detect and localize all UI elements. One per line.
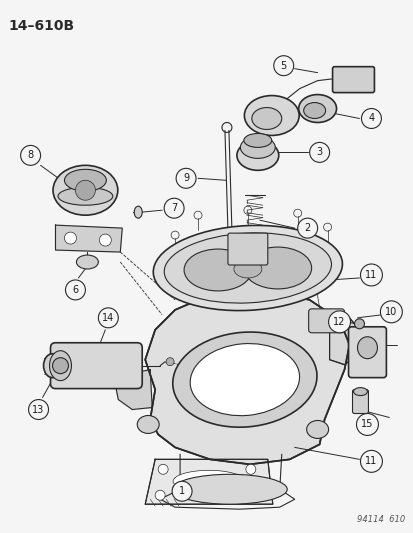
Circle shape	[98, 308, 118, 328]
Ellipse shape	[76, 255, 98, 269]
Text: 11: 11	[364, 270, 377, 280]
Circle shape	[99, 234, 111, 246]
FancyBboxPatch shape	[50, 343, 142, 389]
Ellipse shape	[184, 249, 251, 291]
Ellipse shape	[233, 260, 261, 278]
Text: 8: 8	[28, 150, 33, 160]
Text: 4: 4	[368, 114, 374, 124]
Text: 94114  610: 94114 610	[356, 515, 404, 524]
Ellipse shape	[58, 187, 113, 205]
Ellipse shape	[190, 344, 299, 416]
Circle shape	[64, 232, 76, 244]
Circle shape	[360, 450, 382, 472]
Ellipse shape	[236, 140, 278, 171]
Text: 7: 7	[171, 203, 177, 213]
Polygon shape	[115, 370, 152, 409]
Text: 1: 1	[178, 486, 185, 496]
Ellipse shape	[137, 416, 159, 433]
Ellipse shape	[64, 169, 106, 191]
Ellipse shape	[43, 354, 62, 377]
FancyBboxPatch shape	[228, 233, 267, 265]
Circle shape	[356, 414, 377, 435]
Circle shape	[176, 168, 196, 188]
Ellipse shape	[357, 337, 377, 359]
Ellipse shape	[50, 351, 71, 381]
Ellipse shape	[353, 387, 367, 395]
FancyBboxPatch shape	[332, 67, 373, 93]
Ellipse shape	[172, 474, 287, 504]
Circle shape	[214, 263, 219, 269]
Circle shape	[166, 358, 174, 366]
Circle shape	[158, 464, 168, 474]
Circle shape	[52, 358, 68, 374]
Circle shape	[164, 198, 184, 218]
Circle shape	[354, 319, 363, 329]
Ellipse shape	[240, 136, 275, 158]
Polygon shape	[329, 315, 358, 365]
Ellipse shape	[303, 102, 325, 118]
Circle shape	[360, 264, 382, 286]
Polygon shape	[145, 290, 349, 464]
Circle shape	[189, 270, 195, 276]
Text: 13: 13	[32, 405, 45, 415]
Text: 15: 15	[361, 419, 373, 430]
Ellipse shape	[172, 332, 316, 427]
Ellipse shape	[243, 133, 271, 148]
Ellipse shape	[244, 95, 299, 135]
Polygon shape	[145, 459, 272, 504]
FancyBboxPatch shape	[348, 327, 385, 377]
Circle shape	[273, 56, 293, 76]
Circle shape	[361, 109, 380, 128]
Text: 6: 6	[72, 285, 78, 295]
FancyBboxPatch shape	[351, 390, 368, 414]
Text: 5: 5	[280, 61, 286, 71]
Circle shape	[249, 490, 259, 500]
Circle shape	[263, 264, 269, 270]
Circle shape	[328, 311, 350, 333]
Circle shape	[65, 280, 85, 300]
Ellipse shape	[153, 225, 342, 311]
Text: 14–610B: 14–610B	[9, 19, 75, 33]
Circle shape	[293, 273, 299, 279]
Circle shape	[309, 142, 329, 163]
Circle shape	[155, 490, 165, 500]
Circle shape	[380, 301, 401, 323]
Ellipse shape	[298, 94, 336, 123]
Ellipse shape	[134, 206, 142, 218]
Text: 11: 11	[364, 456, 377, 466]
Text: 9: 9	[183, 173, 189, 183]
Circle shape	[172, 481, 192, 501]
Ellipse shape	[53, 165, 118, 215]
Circle shape	[21, 146, 40, 165]
Polygon shape	[55, 225, 122, 252]
Ellipse shape	[164, 233, 331, 303]
Text: 3: 3	[316, 148, 322, 157]
Circle shape	[313, 283, 319, 289]
Ellipse shape	[173, 470, 244, 492]
Ellipse shape	[243, 247, 311, 289]
Circle shape	[245, 464, 255, 474]
Text: 10: 10	[385, 307, 396, 317]
FancyBboxPatch shape	[308, 309, 344, 333]
Ellipse shape	[251, 108, 281, 130]
Text: 2: 2	[304, 223, 310, 233]
Circle shape	[28, 400, 48, 419]
Text: 14: 14	[102, 313, 114, 323]
Ellipse shape	[306, 421, 328, 439]
Text: 12: 12	[332, 317, 345, 327]
Circle shape	[75, 180, 95, 200]
Circle shape	[297, 218, 317, 238]
